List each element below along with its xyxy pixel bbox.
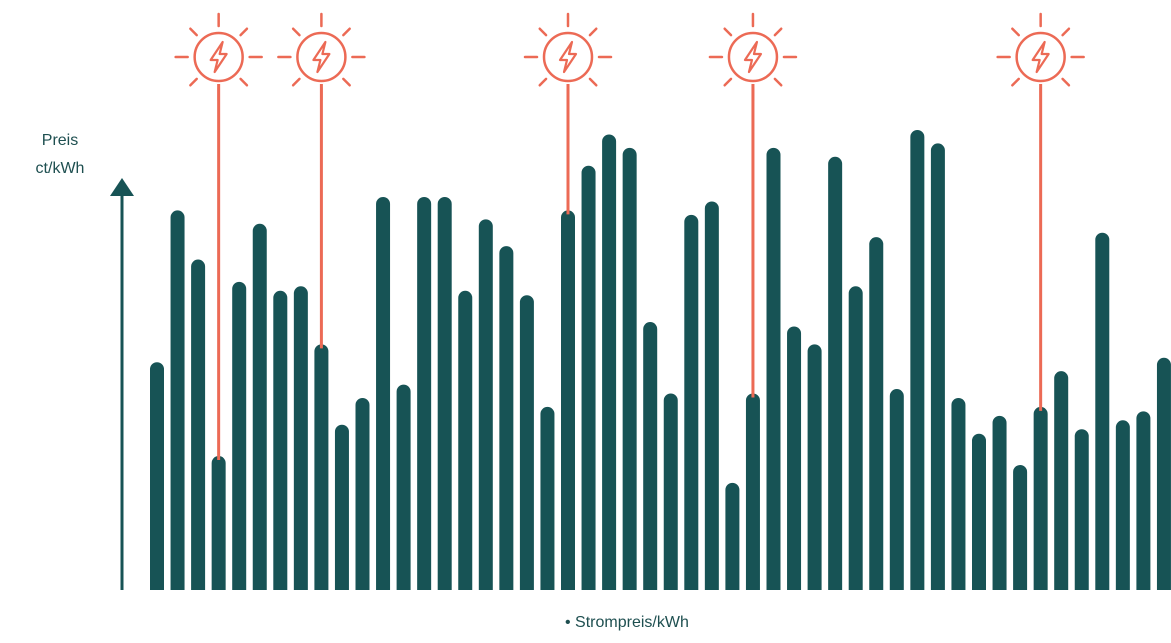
bar-28 (725, 482, 740, 590)
bar-7 (293, 286, 308, 590)
bar-21 (581, 165, 596, 591)
legend-item: • Strompreis/kWh (565, 614, 689, 631)
bar-10 (355, 397, 370, 590)
sun-lightning-icon (174, 12, 263, 102)
bar-46 (1095, 232, 1110, 591)
sun-lightning-icon (277, 12, 366, 102)
bar-27 (704, 201, 719, 591)
bar-6 (273, 290, 288, 590)
bar-25 (663, 393, 678, 590)
bar-17 (499, 246, 514, 590)
bar-34 (848, 286, 863, 590)
bar-41 (992, 415, 1007, 590)
bar-33 (828, 156, 843, 590)
bar-43 (1033, 406, 1048, 590)
bar-29 (745, 393, 760, 590)
bar-14 (437, 196, 452, 590)
bar-22 (602, 134, 617, 590)
bar-11 (376, 196, 391, 590)
bar-3 (211, 456, 226, 590)
bar-9 (334, 424, 349, 590)
sun-lightning-icon (996, 12, 1085, 102)
bar-35 (869, 237, 884, 591)
bar-13 (417, 196, 432, 590)
bars-layer (150, 130, 1171, 591)
markers-layer (174, 12, 1085, 461)
bar-12 (396, 384, 411, 590)
y-axis-arrow-icon (110, 178, 134, 196)
bar-18 (519, 295, 534, 590)
bar-48 (1136, 411, 1151, 590)
bar-42 (1013, 464, 1028, 590)
bar-32 (807, 344, 822, 590)
bar-23 (622, 147, 637, 590)
y-axis-label-line-2: ct/kWh (35, 160, 85, 177)
bar-26 (684, 214, 699, 591)
bar-16 (478, 219, 493, 590)
bar-37 (910, 130, 925, 591)
sun-lightning-icon (708, 12, 798, 102)
bar-30 (766, 147, 781, 590)
bar-20 (561, 210, 575, 590)
bar-39 (951, 397, 966, 590)
bar-1 (170, 210, 185, 590)
bar-15 (458, 290, 473, 590)
bar-49 (1156, 357, 1171, 590)
sun-lightning-icon (523, 12, 613, 102)
bar-4 (232, 281, 247, 590)
bar-31 (787, 326, 802, 590)
bar-47 (1115, 420, 1130, 590)
bar-5 (252, 223, 267, 590)
bar-38 (930, 143, 945, 590)
bar-40 (972, 433, 986, 590)
y-axis-label-line-1: Preis (41, 132, 79, 149)
bar-45 (1074, 429, 1089, 590)
bar-0 (150, 362, 164, 590)
bar-36 (889, 389, 904, 590)
bar-2 (191, 259, 206, 590)
y-axis (110, 178, 134, 590)
bar-44 (1054, 371, 1069, 590)
bar-24 (643, 322, 658, 590)
bar-8 (314, 344, 329, 590)
bar-19 (540, 406, 555, 590)
